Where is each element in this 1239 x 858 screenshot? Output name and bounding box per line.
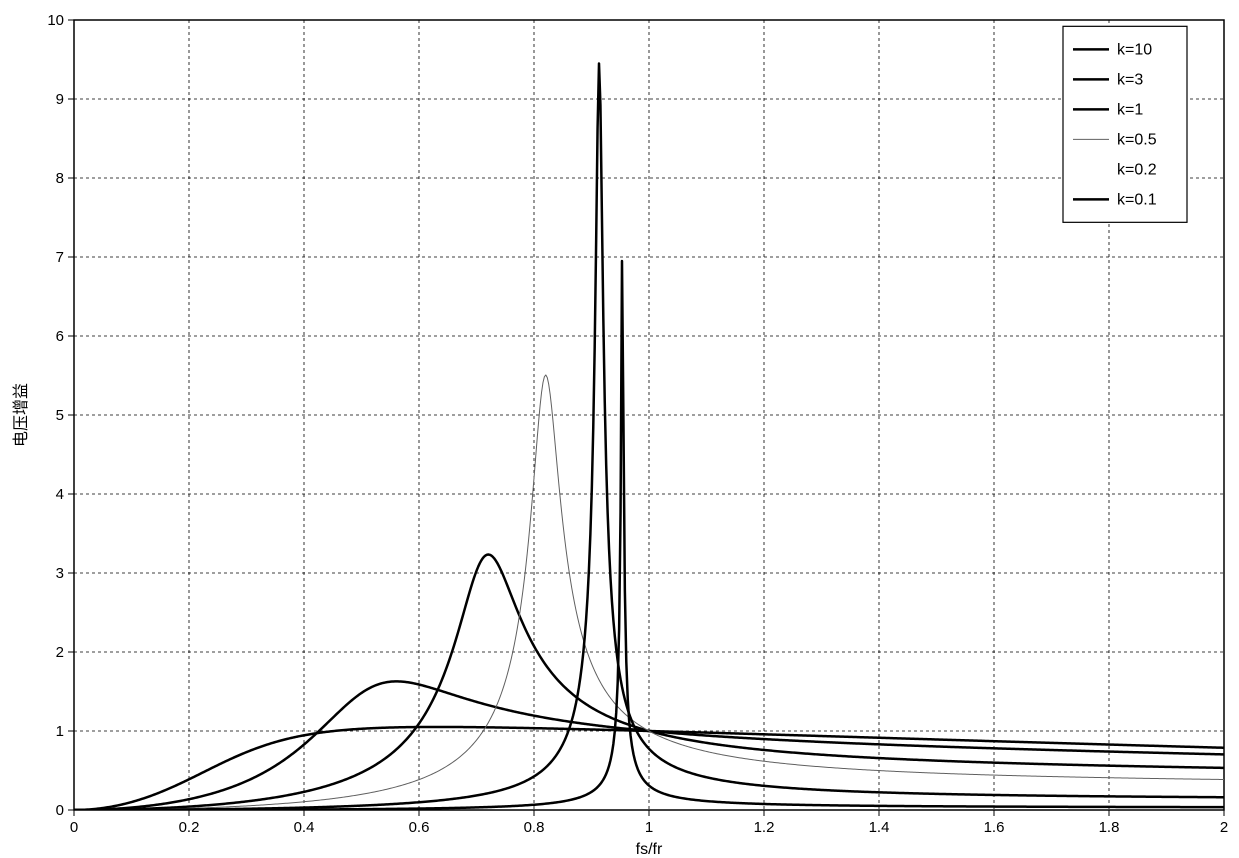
y-axis-label: 电压增益 <box>12 383 30 447</box>
y-tick-label: 8 <box>56 170 64 187</box>
legend-label: k=1 <box>1117 101 1143 118</box>
y-tick-label: 7 <box>56 249 64 266</box>
y-tick-label: 10 <box>47 12 64 29</box>
x-tick-label: 1.2 <box>754 819 775 836</box>
legend-label: k=0.1 <box>1117 191 1157 208</box>
x-tick-label: 0.6 <box>409 819 430 836</box>
x-tick-label: 0.2 <box>179 819 200 836</box>
x-tick-label: 0 <box>70 819 78 836</box>
y-tick-label: 6 <box>56 328 64 345</box>
y-tick-label: 5 <box>56 407 64 424</box>
x-tick-label: 1 <box>645 819 653 836</box>
y-tick-label: 4 <box>56 486 64 503</box>
chart-container: 0 0.2 0.4 0.6 0.8 1 1.2 1.4 1.6 1.8 2 0 1 2 3 4 5 6 7 8 9 10 f… <box>0 0 1239 858</box>
x-tick-label: 0.8 <box>524 819 545 836</box>
y-tick-label: 0 <box>56 802 64 819</box>
y-tick-label: 3 <box>56 565 64 582</box>
resonant-gain-chart: 0 0.2 0.4 0.6 0.8 1 1.2 1.4 1.6 1.8 2 0 1 2 3 4 5 6 7 8 9 10 f… <box>0 0 1239 858</box>
x-tick-label: 1.8 <box>1099 819 1120 836</box>
x-axis-label: fs/fr <box>636 841 663 858</box>
y-tick-label: 1 <box>56 723 64 740</box>
x-tick-label: 1.4 <box>869 819 890 836</box>
x-tick-label: 0.4 <box>294 819 315 836</box>
legend-label: k=10 <box>1117 41 1152 58</box>
y-tick-label: 2 <box>56 644 64 661</box>
legend-label: k=0.5 <box>1117 131 1157 148</box>
legend-label: k=3 <box>1117 71 1143 88</box>
legend-label: k=0.2 <box>1117 161 1157 178</box>
y-tick-label: 9 <box>56 91 64 108</box>
x-tick-label: 2 <box>1220 819 1228 836</box>
legend: k=10 k=3 k=1 k=0.5 k=0.2 k=0.1 <box>1063 26 1187 222</box>
x-tick-label: 1.6 <box>984 819 1005 836</box>
